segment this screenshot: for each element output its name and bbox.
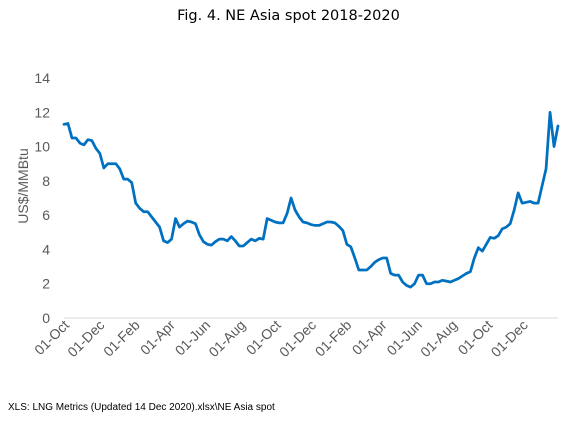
x-tick-label: 01-Aug <box>417 317 460 360</box>
y-tick-label: 2 <box>42 276 50 292</box>
x-tick-label: 01-Dec <box>64 317 107 360</box>
x-axis-labels: 01-Oct01-Dec01-Feb01-Apr01-Jun01-Aug01-O… <box>31 317 531 360</box>
y-tick-label: 6 <box>42 207 50 223</box>
series-group <box>62 110 560 289</box>
x-tick-label: 01-Dec <box>276 317 319 360</box>
x-tick-label: 01-Aug <box>205 317 248 360</box>
y-tick-label: 8 <box>42 173 50 189</box>
x-tick-label: 01-Feb <box>312 317 355 360</box>
y-axis-labels: 0 2 4 6 8 10 12 14 <box>34 70 50 326</box>
line-chart: 0 2 4 6 8 10 12 14 01-Oct01-Dec01-Feb01-Apr01-J… <box>15 70 560 360</box>
x-tick-label: 01-Dec <box>488 317 531 360</box>
source-footnote: XLS: LNG Metrics (Updated 14 Dec 2020).x… <box>8 402 275 413</box>
chart-title: Fig. 4. NE Asia spot 2018-2020 <box>177 8 400 24</box>
x-tick-label: 01-Apr <box>349 317 390 358</box>
y-tick-label: 14 <box>34 70 50 86</box>
x-tick-label: 01-Jun <box>383 317 425 359</box>
y-tick-label: 4 <box>42 241 50 257</box>
x-tick-label: 01-Apr <box>137 317 178 358</box>
y-axis-title: US$/MMBtu <box>15 148 31 223</box>
y-tick-label: 12 <box>34 104 50 120</box>
y-tick-label: 0 <box>42 310 50 326</box>
x-tick-label: 01-Feb <box>100 317 143 360</box>
series-line <box>62 110 560 289</box>
y-tick-label: 10 <box>34 139 50 155</box>
x-tick-label: 01-Jun <box>172 317 214 359</box>
